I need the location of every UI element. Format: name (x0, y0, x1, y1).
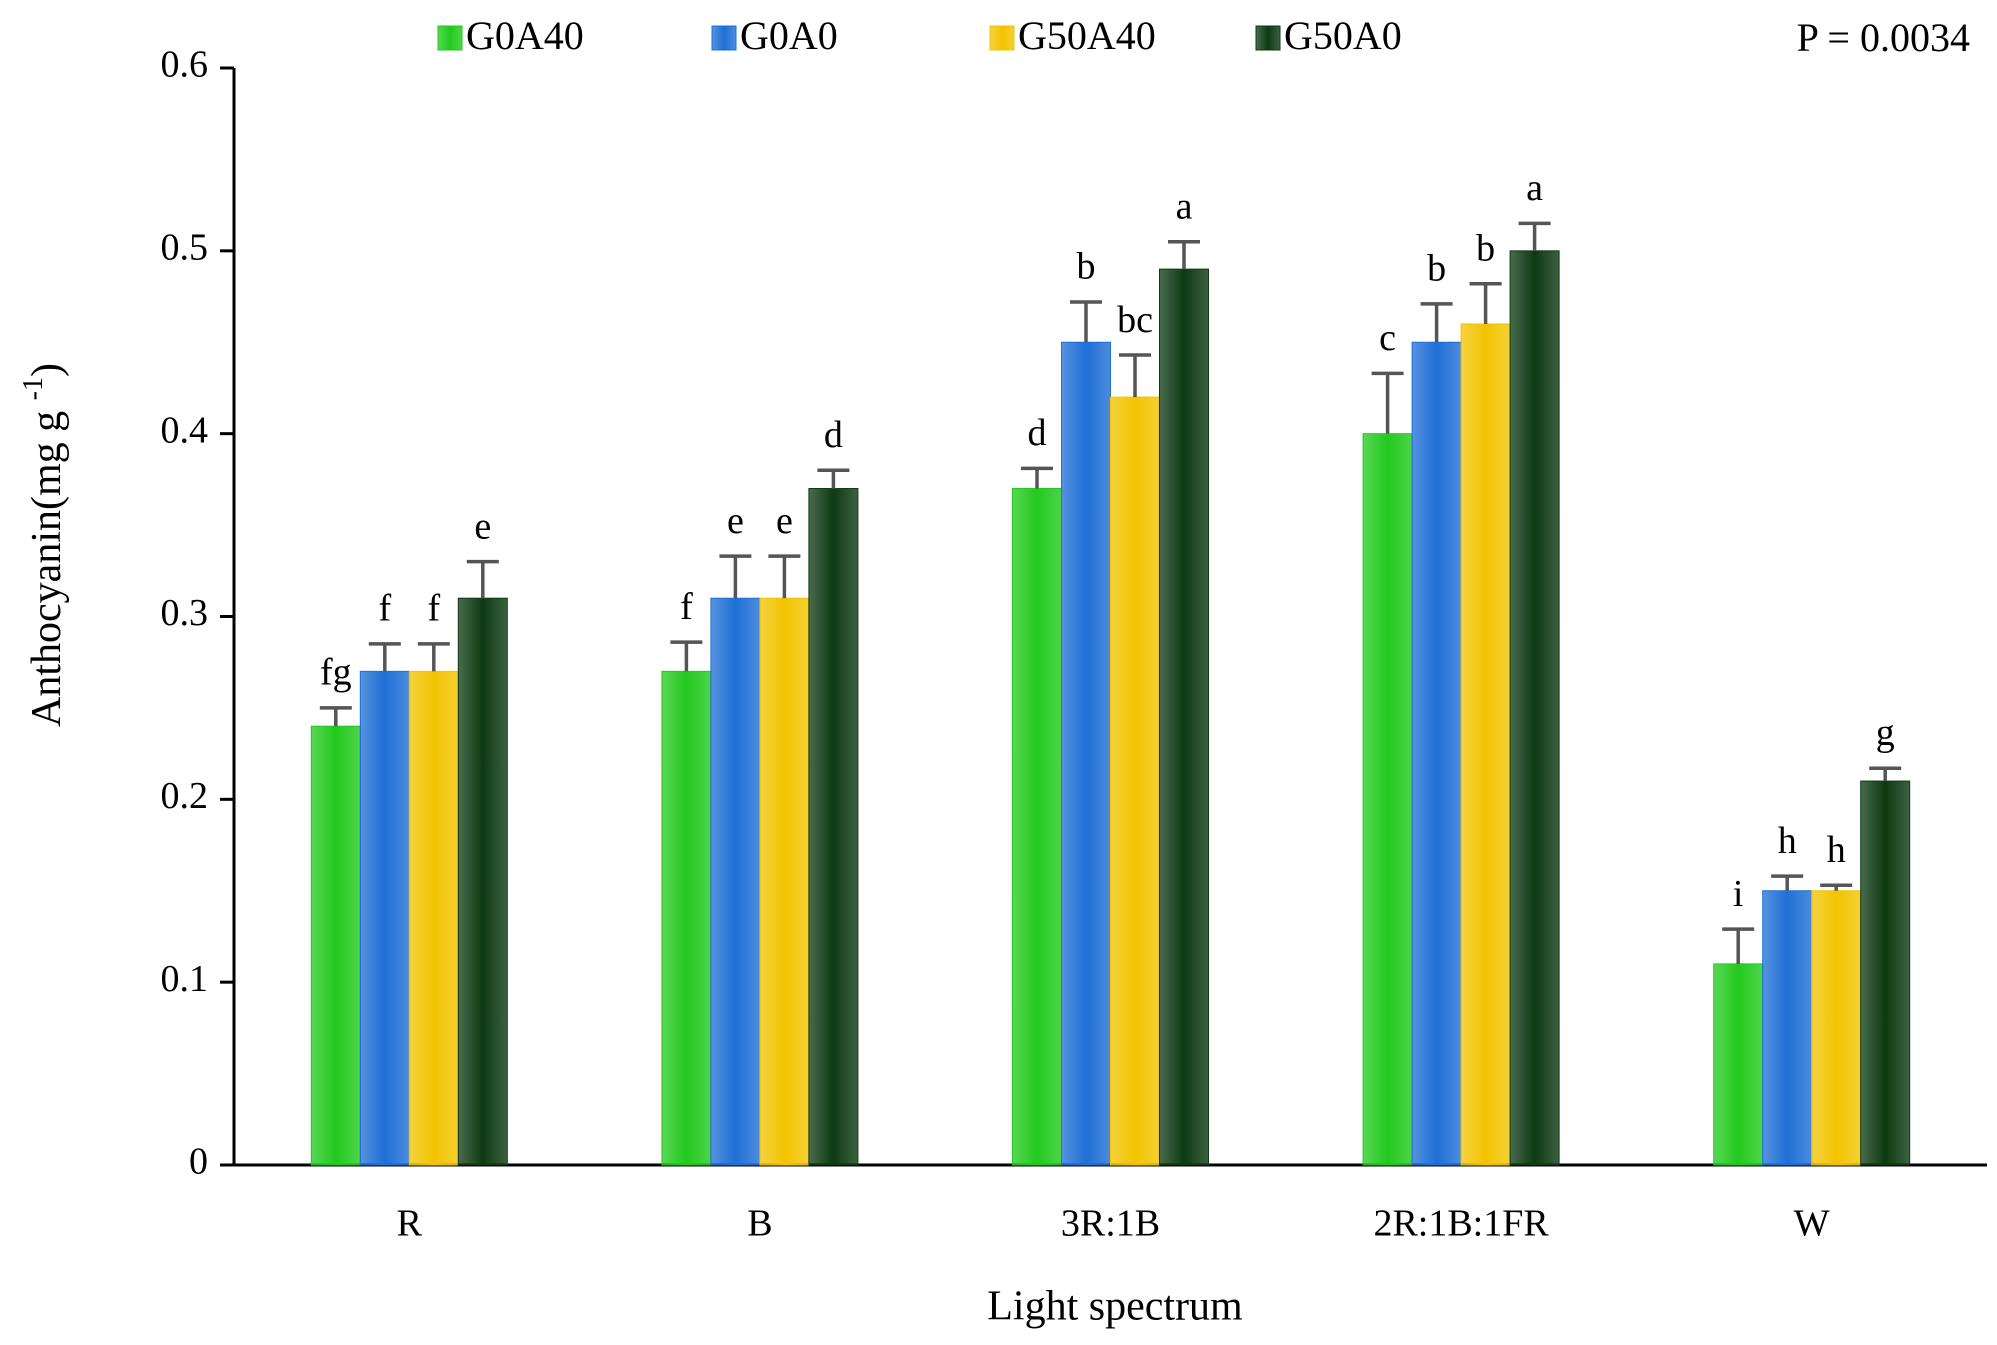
significance-letter: a (1176, 185, 1193, 227)
y-axis-title: Anthocyanin(mg g -1) (18, 363, 69, 727)
y-tick-label: 0 (189, 1141, 208, 1183)
bar (808, 488, 859, 1166)
error-bar (1820, 883, 1853, 891)
bar (359, 670, 410, 1166)
significance-letter: fg (320, 652, 352, 694)
legend-label: G0A40 (466, 13, 584, 58)
legend-swatch (437, 25, 463, 51)
significance-letter: g (1876, 712, 1895, 754)
bar (1509, 250, 1560, 1166)
legend-label: G50A40 (1018, 13, 1156, 58)
y-axis-title-main: Anthocyanin(mg g (24, 400, 70, 727)
bar (1110, 396, 1160, 1166)
bar (1460, 323, 1511, 1166)
y-tick-label: 0.5 (161, 227, 209, 269)
significance-letter: e (776, 500, 793, 542)
significance-letter: f (378, 588, 391, 630)
bar (1061, 341, 1111, 1166)
y-tick-label: 0.6 (161, 44, 209, 86)
bar (457, 597, 508, 1166)
bar (759, 597, 810, 1166)
legend-label: G50A0 (1284, 13, 1402, 58)
error-bar (768, 554, 801, 599)
error-bar (368, 642, 401, 672)
y-tick-label: 0.2 (161, 775, 209, 817)
error-bar (1869, 766, 1902, 782)
error-bar (1119, 353, 1151, 398)
significance-letter: e (727, 500, 744, 542)
error-bar (719, 554, 752, 599)
bar (408, 670, 459, 1166)
legend-swatch (989, 25, 1015, 51)
error-bar (1070, 300, 1102, 343)
significance-letter: b (1427, 248, 1446, 290)
annotation: P = 0.0034 (1797, 15, 1970, 60)
error-bar (319, 706, 352, 727)
error-bar (670, 640, 703, 672)
significance-letter: i (1733, 873, 1744, 915)
bar (1159, 268, 1209, 1166)
x-tick-label: R (397, 1203, 423, 1245)
error-bar (817, 468, 850, 489)
legend-swatch (711, 25, 737, 51)
error-bar (1469, 281, 1502, 324)
bar (1762, 890, 1813, 1166)
error-bar (466, 559, 499, 599)
error-bar (1168, 239, 1200, 270)
significance-letter: h (1778, 820, 1797, 862)
significance-letter: bc (1117, 299, 1153, 341)
bar (1012, 488, 1062, 1166)
y-tick-label: 0.3 (161, 592, 209, 634)
legend-label: G0A0 (740, 13, 838, 58)
bar (661, 670, 712, 1166)
significance-letter: b (1077, 246, 1096, 288)
bar (1713, 963, 1764, 1166)
significance-letter: c (1379, 317, 1396, 359)
error-bar (417, 642, 450, 672)
x-tick-label: 2R:1B:1FR (1373, 1203, 1549, 1245)
y-tick-label: 0.1 (161, 958, 209, 1000)
error-bar (1420, 302, 1453, 343)
bar (1411, 341, 1462, 1166)
y-axis-title-close: ) (24, 363, 70, 377)
significance-letter: a (1526, 167, 1543, 209)
significance-letter: e (474, 505, 491, 547)
significance-letter: d (1028, 412, 1047, 454)
error-bar (1021, 466, 1053, 489)
y-axis-title-superscript: -1 (18, 377, 49, 400)
x-tick-label: W (1794, 1203, 1830, 1245)
significance-letter: f (427, 588, 440, 630)
significance-letter: b (1476, 227, 1495, 269)
error-bar (1371, 371, 1404, 434)
significance-letter: d (824, 414, 843, 456)
bar (310, 725, 361, 1166)
bar (1362, 433, 1413, 1166)
error-bar (1518, 221, 1551, 251)
error-bar (1771, 874, 1804, 891)
bar (710, 597, 761, 1166)
x-tick-label: B (747, 1203, 772, 1245)
legend-swatch (1255, 25, 1281, 51)
x-axis-title: Light spectrum (987, 1284, 1243, 1330)
significance-letter: h (1827, 829, 1846, 871)
error-bar (1722, 927, 1755, 964)
x-tick-label: 3R:1B (1061, 1203, 1160, 1245)
significance-letter: f (680, 586, 693, 628)
bar (1860, 780, 1911, 1166)
y-tick-label: 0.4 (161, 409, 209, 451)
bar (1811, 890, 1862, 1166)
